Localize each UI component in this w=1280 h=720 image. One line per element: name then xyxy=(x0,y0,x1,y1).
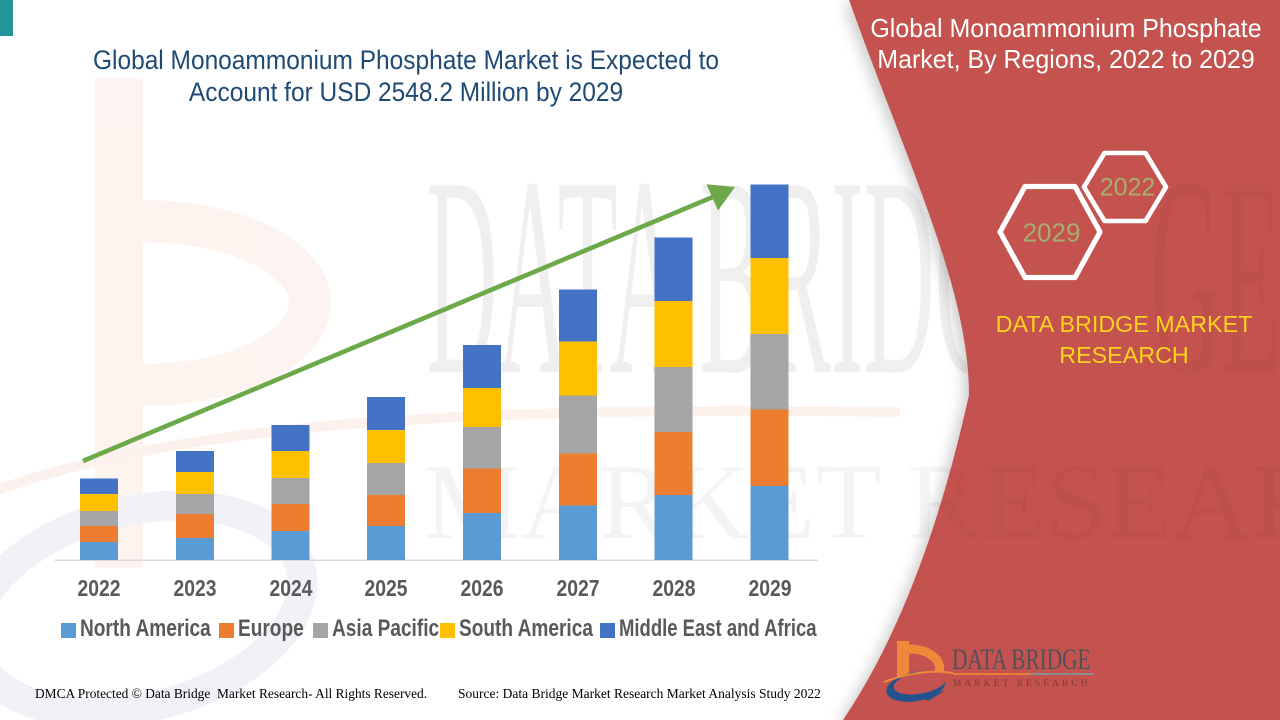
svg-text:GE: GE xyxy=(1150,119,1280,435)
